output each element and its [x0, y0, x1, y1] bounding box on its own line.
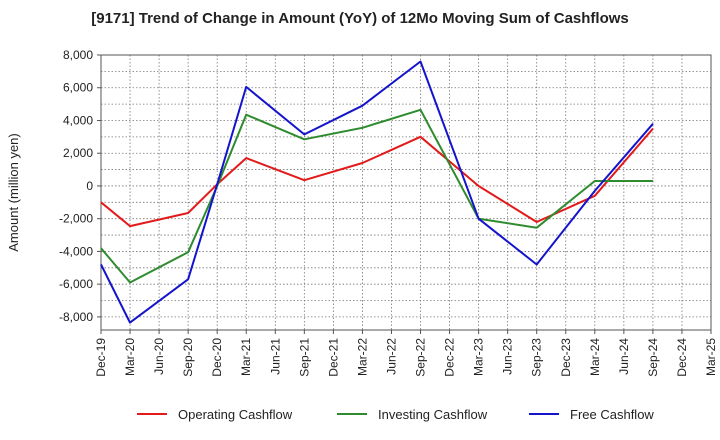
x-tick-label: Jun-22 [384, 338, 398, 375]
y-tick-label: -4,000 [59, 244, 93, 258]
series-line-investing-cashflow [100, 108, 653, 284]
chart-title: [9171] Trend of Change in Amount (YoY) o… [91, 10, 629, 27]
data-point-free-cashflow [652, 123, 654, 125]
data-point-operating-cashflow [100, 201, 102, 203]
x-tick-label: Jun-21 [268, 338, 282, 375]
x-tick-label: Mar-23 [472, 338, 486, 376]
data-point-investing-cashflow [245, 114, 247, 116]
x-tick-label: Mar-22 [355, 338, 369, 376]
data-point-operating-cashflow [536, 221, 538, 223]
data-point-free-cashflow [216, 183, 218, 185]
data-point-free-cashflow [478, 218, 480, 220]
data-point-investing-cashflow [361, 127, 363, 129]
y-tick-label: 0 [86, 179, 93, 193]
x-tick-label: Jun-24 [617, 338, 631, 375]
data-point-operating-cashflow [303, 179, 305, 181]
data-point-operating-cashflow [187, 212, 189, 214]
data-point-investing-cashflow [303, 138, 305, 140]
x-tick-label: Mar-25 [704, 338, 718, 376]
y-tick-label: -8,000 [59, 310, 93, 324]
data-point-operating-cashflow [478, 185, 480, 187]
x-tick-label: Mar-21 [239, 338, 253, 376]
data-point-free-cashflow [303, 133, 305, 135]
x-tick-label: Mar-24 [588, 338, 602, 376]
y-axis: 8,000 6,000 4,000 2,000 0 -2,000 -4,000 -6,000 -… [59, 48, 101, 324]
x-tick-label: Dec-23 [559, 338, 573, 377]
data-point-investing-cashflow [652, 180, 654, 182]
y-tick-label: -2,000 [59, 212, 93, 226]
data-point-operating-cashflow [361, 162, 363, 164]
data-point-free-cashflow [420, 61, 422, 63]
x-tick-label: Dec-19 [94, 338, 108, 377]
legend-label-free-cashflow: Free Cashflow [570, 407, 654, 422]
legend-label-operating-cashflow: Operating Cashflow [178, 407, 293, 422]
data-point-investing-cashflow [187, 251, 189, 253]
data-point-investing-cashflow [536, 227, 538, 229]
x-tick-label: Sep-23 [530, 338, 544, 377]
x-tick-label: Dec-22 [443, 338, 457, 377]
data-point-free-cashflow [361, 105, 363, 107]
legend: Operating Cashflow Investing Cashflow Free… [137, 407, 654, 422]
data-point-free-cashflow [187, 278, 189, 280]
grid [101, 54, 711, 330]
x-tick-label: Sep-20 [181, 338, 195, 377]
x-tick-label: Dec-24 [675, 338, 689, 377]
data-point-free-cashflow [129, 322, 131, 324]
series-line-operating-cashflow [100, 128, 654, 228]
y-tick-label: 4,000 [63, 113, 93, 127]
legend-label-investing-cashflow: Investing Cashflow [378, 407, 488, 422]
data-point-operating-cashflow [420, 136, 422, 138]
data-point-operating-cashflow [245, 157, 247, 159]
data-point-investing-cashflow [129, 282, 131, 284]
y-axis-title: Amount (million yen) [6, 133, 21, 252]
data-point-free-cashflow [594, 190, 596, 192]
data-point-investing-cashflow [420, 109, 422, 111]
series-line-free-cashflow [100, 60, 654, 324]
x-tick-label: Sep-22 [414, 338, 428, 377]
x-tick-label: Sep-21 [297, 338, 311, 377]
x-axis: Dec-19 Mar-20 Jun-20 Sep-20 Dec-20 Mar-21 Jun-… [94, 330, 718, 377]
x-tick-label: Mar-20 [123, 338, 137, 376]
y-tick-label: 6,000 [63, 81, 93, 95]
data-point-free-cashflow [100, 264, 102, 266]
y-tick-label: 2,000 [63, 146, 93, 160]
data-point-free-cashflow [536, 264, 538, 266]
x-tick-label: Sep-24 [646, 338, 660, 377]
x-tick-label: Jun-23 [501, 338, 515, 375]
data-point-operating-cashflow [652, 128, 654, 130]
data-point-investing-cashflow [100, 247, 102, 249]
data-point-free-cashflow [245, 86, 247, 88]
x-tick-label: Jun-20 [152, 338, 166, 375]
series [100, 60, 654, 324]
data-point-operating-cashflow [129, 225, 131, 227]
y-tick-label: 8,000 [63, 48, 93, 62]
data-point-investing-cashflow [594, 180, 596, 182]
plot-frame [100, 54, 712, 331]
x-tick-label: Dec-20 [210, 338, 224, 377]
x-tick-label: Dec-21 [326, 338, 340, 377]
y-tick-label: -6,000 [59, 277, 93, 291]
data-point-operating-cashflow [594, 195, 596, 197]
